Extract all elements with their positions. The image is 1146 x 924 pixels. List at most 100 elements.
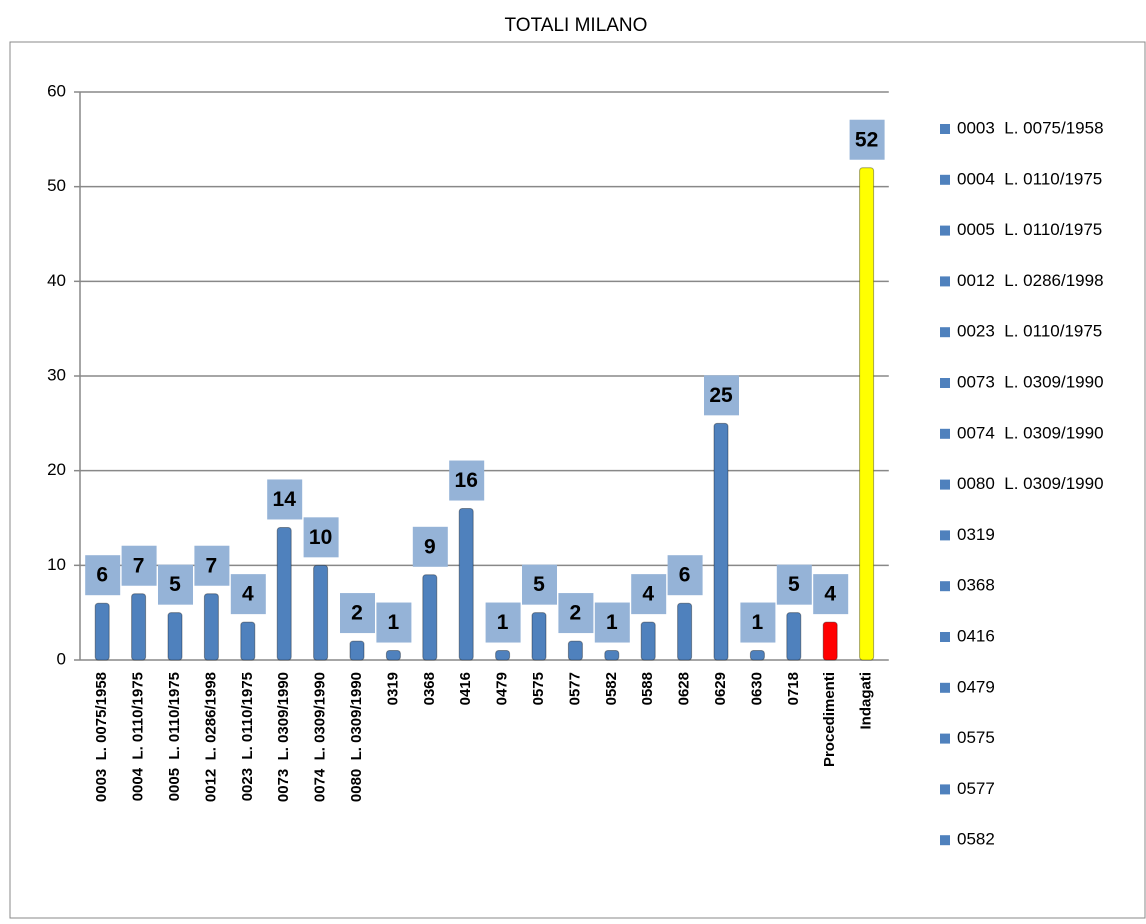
legend-swatch [940,530,950,541]
data-label: 1 [388,611,400,634]
x-tick-label: 0630 [748,672,765,705]
y-tick-label: 50 [47,176,66,195]
x-tick-label: 0629 [712,672,729,705]
x-tick-label: 0577 [566,672,583,705]
data-label: 1 [752,611,764,634]
x-tick-label: 0080 L. 0309/1990 [348,672,365,802]
x-tick-label: 0416 [457,672,474,705]
y-tick-label: 0 [57,649,66,668]
data-label-box [85,555,121,596]
x-tick-label: Procedimenti [821,672,838,767]
data-label: 6 [96,564,108,587]
legend-swatch [940,225,950,236]
bar [604,650,620,661]
legend-label: 0003 L. 0075/1958 [957,118,1104,137]
data-label-box [376,602,412,643]
x-tick-label: 0479 [494,672,511,705]
bar [567,640,583,661]
x-tick-label: 0575 [530,672,547,705]
legend-label: 0479 [957,677,995,696]
legend-swatch [940,276,950,287]
data-label-box [121,545,157,586]
y-tick-label: 30 [47,365,66,384]
bar [677,602,693,661]
bar [640,621,656,661]
data-label: 5 [169,573,181,596]
x-tick-label: 0004 L. 0110/1975 [130,672,147,801]
legend-swatch [940,378,950,388]
data-label: 1 [606,611,618,634]
legend-swatch [940,835,950,846]
data-label-box [813,574,849,615]
data-label-box [667,555,703,596]
bar [749,650,765,661]
data-label: 52 [855,128,878,151]
legend-label: 0319 [957,525,995,544]
data-label-box [158,564,193,605]
y-tick-label: 10 [47,555,66,574]
legend-label: 0080 L. 0309/1990 [957,474,1104,493]
data-label: 4 [642,583,654,606]
bar [458,508,474,661]
data-label-box [704,375,739,416]
legend-label: 0023 L. 0110/1975 [957,322,1102,341]
data-label-box [303,517,339,558]
data-label-box [267,479,303,520]
legend-label: 0416 [957,626,995,645]
legend-label: 0005 L. 0110/1975 [957,220,1102,239]
legend-label: 0004 L. 0110/1975 [957,169,1102,188]
y-tick-label: 20 [47,460,66,479]
data-label: 10 [309,526,332,549]
legend-label: 0074 L. 0309/1990 [957,423,1104,442]
data-label: 16 [455,469,478,492]
x-tick-label: 0073 L. 0309/1990 [275,672,292,802]
data-label: 2 [570,602,582,625]
bar [276,526,292,661]
data-label: 6 [679,564,691,587]
legend-swatch [940,632,950,642]
data-label-box [194,545,230,586]
bar [313,564,329,661]
bar [94,602,110,661]
bar [822,621,838,661]
chart-title: TOTALI MILANO [505,15,648,36]
bar [531,612,547,661]
x-tick-label: Indagati [858,672,875,730]
bar [240,621,256,661]
bar [385,650,401,661]
data-label-box [340,593,375,634]
chart-border [9,41,1146,919]
legend-swatch [940,327,950,338]
legend-label: 0582 [957,830,995,849]
x-tick-label: 0582 [603,672,620,705]
legend-label: 0575 [957,728,995,747]
x-tick-label: 0718 [785,672,802,705]
data-label-box [449,460,485,501]
y-tick-label: 60 [47,81,66,100]
data-label-box [230,574,266,615]
data-label: 5 [533,573,545,596]
legend-swatch [940,784,950,795]
y-tick-label: 40 [47,271,66,290]
bar [713,422,729,661]
bar [495,650,511,661]
data-label-box [631,574,667,615]
data-label: 4 [824,583,836,606]
legend-swatch [940,479,950,490]
bar [859,167,875,661]
legend-swatch [940,428,950,439]
data-label: 4 [242,583,254,606]
x-tick-label: 0005 L. 0110/1975 [166,672,183,801]
bar [786,612,802,661]
x-tick-label: 0628 [676,672,693,705]
x-tick-label: 0368 [421,672,438,705]
x-tick-label: 0588 [639,672,656,705]
legend-label: 0577 [957,779,995,798]
bar [422,574,438,661]
data-label: 5 [788,573,800,596]
data-label: 7 [206,554,218,577]
data-label-box [558,593,594,634]
x-tick-label: 0074 L. 0309/1990 [312,672,329,802]
data-label-box [485,602,521,643]
